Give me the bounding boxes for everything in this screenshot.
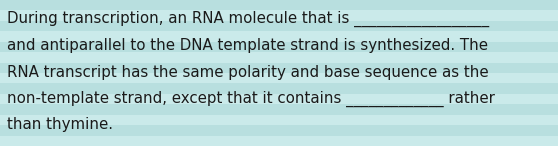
Bar bbox=[0, 31, 558, 42]
Bar bbox=[0, 115, 558, 125]
Bar bbox=[0, 94, 558, 104]
Text: During transcription, an RNA molecule that is __________________: During transcription, an RNA molecule th… bbox=[7, 11, 489, 27]
Bar bbox=[0, 63, 558, 73]
Bar bbox=[0, 10, 558, 21]
Bar bbox=[0, 125, 558, 136]
Bar bbox=[0, 52, 558, 63]
Text: RNA transcript has the same polarity and base sequence as the: RNA transcript has the same polarity and… bbox=[7, 65, 489, 80]
Bar bbox=[0, 136, 558, 146]
Bar bbox=[0, 73, 558, 83]
Bar bbox=[0, 83, 558, 94]
Bar bbox=[0, 0, 558, 10]
Text: non-template strand, except that it contains _____________ rather: non-template strand, except that it cont… bbox=[7, 91, 495, 107]
Bar bbox=[0, 104, 558, 115]
Bar bbox=[0, 42, 558, 52]
Text: and antiparallel to the DNA template strand is synthesized. The: and antiparallel to the DNA template str… bbox=[7, 39, 488, 53]
Text: than thymine.: than thymine. bbox=[7, 117, 113, 132]
Bar bbox=[0, 21, 558, 31]
